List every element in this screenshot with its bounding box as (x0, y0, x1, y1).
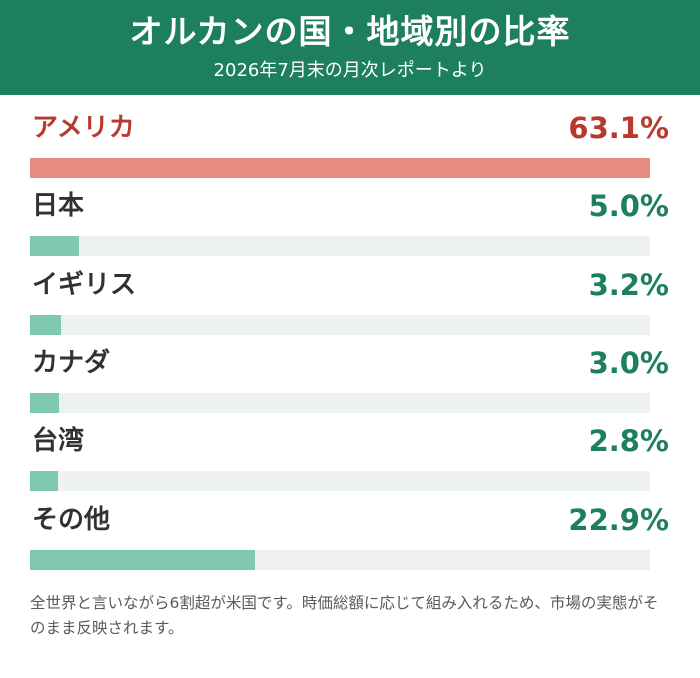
footnote: 全世界と言いながら6割超が米国です。時価総額に応じて組み入れるため、市場の実態が… (30, 594, 659, 637)
bar-track (30, 236, 650, 257)
category-label: その他 (32, 504, 111, 535)
category-label: カナダ (32, 347, 111, 378)
bar (30, 549, 255, 570)
chart-subtitle: 2026年7月末の月次レポートより (213, 60, 487, 81)
bar (30, 158, 650, 178)
value-label: 22.9% (568, 502, 669, 537)
bar-row: アメリカ 63.1% (30, 108, 670, 178)
category-label: 日本 (32, 191, 85, 222)
value-label: 5.0% (588, 189, 669, 224)
bar-row: 日本 5.0% (30, 186, 670, 257)
bar-row: カナダ 3.0% (30, 343, 670, 413)
bar (30, 471, 58, 492)
bar-track (30, 392, 650, 413)
value-label: 3.0% (588, 345, 669, 380)
bar-track (30, 158, 650, 178)
value-label: 63.1% (568, 111, 669, 145)
bar-track (30, 471, 650, 492)
value-label: 3.2% (588, 267, 669, 302)
header-banner: オルカンの国・地域別の比率 2026年7月末の月次レポートより (0, 0, 700, 95)
bar (30, 314, 61, 335)
category-label: 台湾 (32, 426, 85, 457)
bar-row: その他 22.9% (30, 500, 670, 570)
value-label: 2.8% (588, 424, 669, 459)
bar (30, 392, 59, 413)
chart-title: オルカンの国・地域別の比率 (129, 12, 571, 51)
bar-row: イギリス 3.2% (30, 265, 670, 335)
category-label: アメリカ (32, 113, 135, 143)
bar (30, 236, 79, 257)
category-label: イギリス (32, 269, 137, 300)
bar-track (30, 549, 650, 570)
bar-track (30, 314, 650, 335)
bar-row: 台湾 2.8% (30, 421, 670, 492)
